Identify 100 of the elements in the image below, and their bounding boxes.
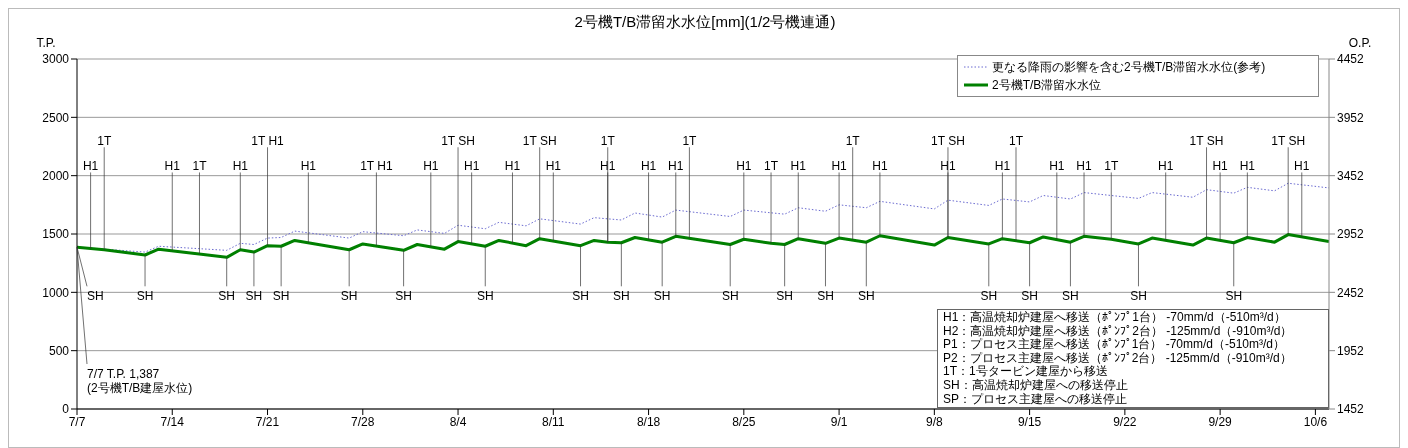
annotation: SH [1225, 289, 1243, 304]
y-tick-label: 2500 [42, 110, 70, 125]
x-tick-label: 8/11 [542, 414, 565, 429]
y2-tick-label: 2952 [1337, 227, 1365, 242]
annotation: SH [1021, 289, 1038, 304]
annotation: H1 [1212, 159, 1229, 174]
annotation: H1 [1076, 159, 1093, 174]
annotation: 1T [764, 159, 779, 174]
annotation: 1T SH [522, 134, 557, 149]
y-tick-label: 1500 [42, 227, 70, 242]
annotation: H1 [1049, 159, 1065, 174]
annotation: SH [272, 289, 290, 304]
annotation: 1T [845, 134, 861, 149]
annotation: 7/7 T.P. 1,387 (2号機T/B建屋水位) [87, 367, 193, 395]
chart-title: 2号機T/B滞留水水位[mm](1/2号機連通) [573, 13, 837, 32]
annotation: SH [1062, 289, 1079, 304]
annotation: 1T SH [931, 134, 965, 149]
x-tick-label: 8/18 [636, 414, 661, 429]
annotation: H1 [1239, 159, 1256, 174]
annotation: SH [1130, 289, 1147, 304]
y-tick-label: 500 [48, 343, 70, 358]
x-tick-label: 7/21 [255, 414, 280, 429]
annotation: 1T [192, 159, 208, 174]
annotation: 1T [682, 134, 698, 149]
annotation: SP：プロセス主建屋への移送停止 [943, 391, 1128, 407]
x-tick-label: 9/1 [830, 414, 848, 429]
annotation: SH [776, 289, 793, 304]
annotation: SH [218, 289, 236, 304]
y2-tick-label: 1952 [1337, 343, 1365, 358]
annotation: SH [136, 289, 154, 304]
annotation: H1 [504, 159, 521, 174]
x-tick-label: 10/6 [1303, 414, 1328, 429]
y2-tick-label: 3452 [1337, 168, 1365, 183]
annotation: SH [613, 289, 630, 304]
x-tick-label: 9/8 [926, 414, 944, 429]
annotation: H1 [831, 159, 848, 174]
annotation: H1 [545, 159, 562, 174]
annotation: 1T SH [441, 134, 475, 149]
y-tick-label: 1000 [42, 285, 70, 300]
y2-tick-label: 1452 [1337, 402, 1365, 417]
annotation: SH [721, 289, 739, 304]
y-axis-title: T.P. [36, 36, 56, 50]
y-tick-label: 0 [62, 402, 70, 417]
annotation: SH [340, 289, 358, 304]
annotation: H1：高温焼却炉建屋へ移送（ﾎﾟﾝﾌﾟ1台） -70mm/d（-510m³/d） [943, 310, 1287, 325]
x-tick-label: 9/29 [1208, 414, 1233, 429]
annotation: H1 [668, 159, 684, 174]
annotation: H1 [736, 159, 752, 174]
annotation: P1：プロセス主建屋へ移送（ﾎﾟﾝﾌﾟ1台） -70mm/d（-510m³/d） [943, 337, 1287, 352]
annotation: 1T [1104, 159, 1119, 174]
annotation: SH [87, 289, 104, 304]
line-series [77, 233, 1329, 259]
annotation: H2：高温焼却炉建屋へ移送（ﾎﾟﾝﾌﾟ2台） -125mm/d（-910m³/d） [943, 323, 1294, 338]
annotation: 1T SH [1271, 134, 1306, 149]
annotation: H1 [994, 159, 1011, 174]
legend-label: 更なる降雨の影響を含む2号機T/B滞留水水位(参考) [992, 59, 1266, 76]
annotation: H1 [790, 159, 807, 174]
annotation: H1 [940, 159, 956, 174]
annotation: H1 [463, 159, 480, 174]
annotation: H1 [872, 159, 888, 174]
x-tick-label: 7/14 [160, 414, 185, 429]
annotation: H1 [300, 159, 317, 174]
annotation: SH [653, 289, 671, 304]
annotation: 1T H1 [360, 159, 393, 174]
x-tick-label: 8/4 [449, 414, 467, 429]
annotation: SH [857, 289, 875, 304]
annotation: 1T：1号タービン建屋から移送 [943, 364, 1109, 379]
x-tick-label: 8/25 [732, 414, 756, 429]
annotation: 1T H1 [251, 134, 285, 149]
annotation: H1 [600, 159, 616, 174]
annotation: SH [817, 289, 834, 304]
annotation: SH [980, 289, 998, 304]
y2-axis-title: O.P. [1348, 36, 1372, 50]
annotation: H1 [423, 159, 439, 174]
x-tick-label: 7/28 [351, 414, 375, 429]
annotation: 1T [600, 134, 616, 149]
annotation: 1T [97, 134, 112, 149]
annotation: SH [572, 289, 589, 304]
annotation: SH [395, 289, 412, 304]
y-tick-label: 3000 [42, 52, 70, 67]
annotation: H1 [640, 159, 657, 174]
annotation: H1 [1158, 159, 1174, 174]
y2-tick-label: 2452 [1337, 285, 1365, 300]
annotation: H1 [82, 159, 99, 174]
annotation: P2：プロセス主建屋へ移送（ﾎﾟﾝﾌﾟ2台） -125mm/d（-910m³/d） [943, 350, 1293, 365]
x-tick-label: 9/15 [1017, 414, 1042, 429]
annotation: 1T SH [1189, 134, 1224, 149]
annotation: H1 [1294, 159, 1310, 174]
y-tick-label: 2000 [42, 168, 70, 183]
annotation: SH [245, 289, 263, 304]
annotation: SH [476, 289, 494, 304]
annotation: H1 [232, 159, 249, 174]
y2-tick-label: 3952 [1337, 110, 1365, 125]
x-tick-label: 9/22 [1113, 414, 1137, 429]
legend-label: 2号機T/B滞留水水位 [992, 77, 1102, 94]
x-tick-label: 7/7 [68, 414, 86, 429]
annotation: H1 [164, 159, 181, 174]
annotation: SH：高温焼却炉建屋への移送停止 [943, 377, 1129, 393]
y2-tick-label: 4452 [1337, 52, 1365, 67]
annotation: 1T [1008, 134, 1024, 149]
